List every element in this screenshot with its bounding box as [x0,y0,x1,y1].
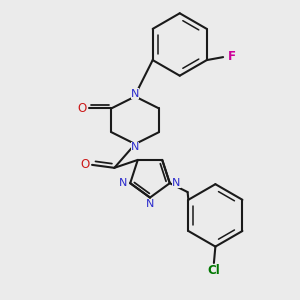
Text: F: F [228,50,236,63]
Text: Cl: Cl [208,265,220,278]
Text: O: O [77,102,86,115]
Text: O: O [80,158,89,171]
Text: N: N [131,88,139,98]
Text: N: N [131,142,139,152]
Text: N: N [172,178,181,188]
Text: N: N [118,178,127,188]
Text: N: N [146,199,154,209]
